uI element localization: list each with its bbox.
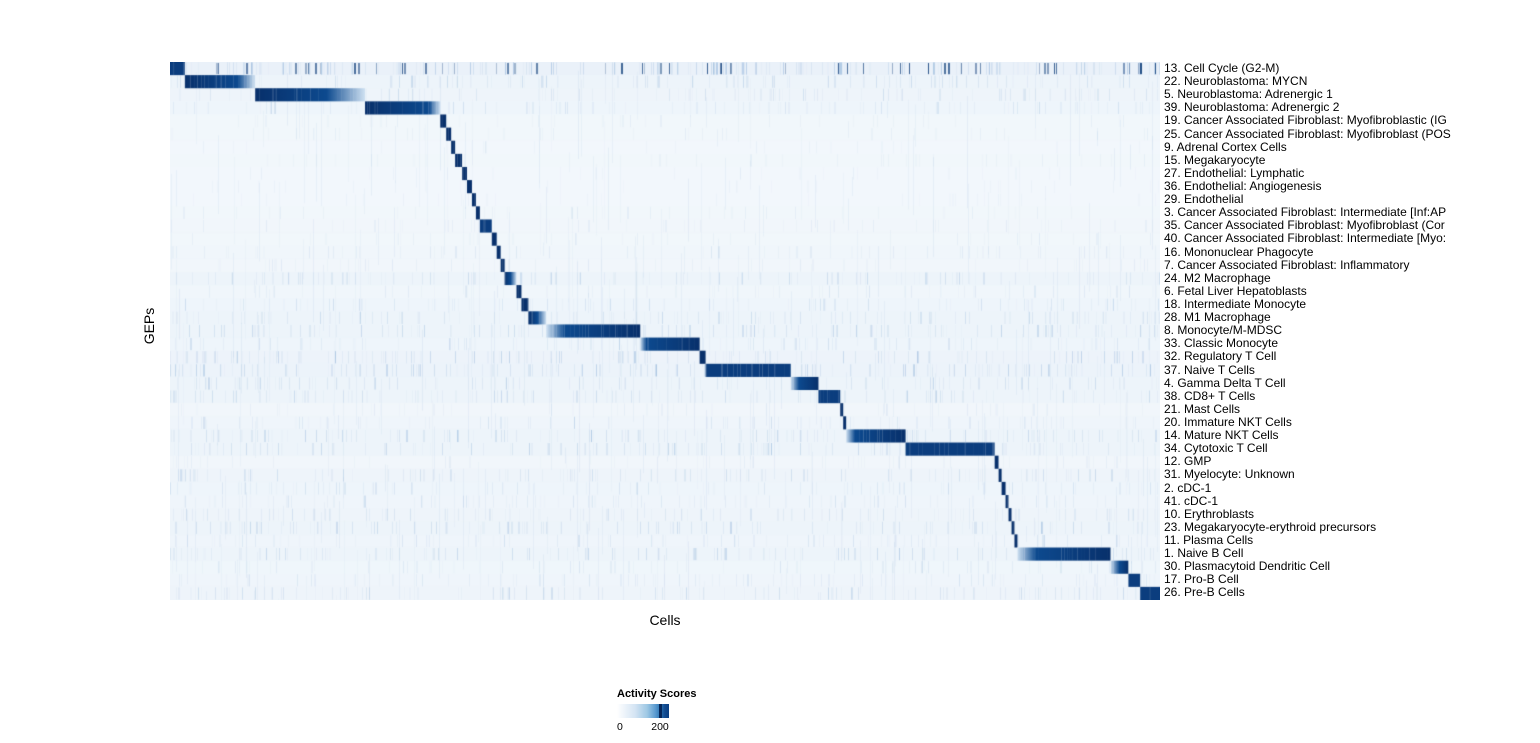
x-axis-label: Cells: [649, 612, 681, 628]
row-label: 26. Pre-B Cells: [1164, 585, 1245, 600]
row-label: 29. Endothelial: [1164, 192, 1244, 207]
row-label: 40. Cancer Associated Fibroblast: Interm…: [1164, 231, 1447, 246]
legend-min-label: 0: [617, 721, 623, 733]
row-label: 20. Immature NKT Cells: [1164, 414, 1292, 429]
legend-max-tick: [659, 704, 662, 718]
row-label: 1. Naive B Cell: [1164, 546, 1244, 561]
legend-title: Activity Scores: [617, 688, 697, 700]
y-axis-label: GEPs: [141, 307, 157, 345]
row-label: 39. Neuroblastoma: Adrenergic 2: [1164, 100, 1340, 115]
row-label: 5. Neuroblastoma: Adrenergic 1: [1164, 87, 1333, 102]
row-label: 14. Mature NKT Cells: [1164, 428, 1279, 443]
row-label: 22. Neuroblastoma: MYCN: [1164, 74, 1308, 89]
row-label: 37. Naive T Cells: [1164, 362, 1255, 377]
row-label: 10. Erythroblasts: [1164, 506, 1255, 521]
row-label: 6. Fetal Liver Hepatoblasts: [1164, 283, 1307, 298]
row-label: 30. Plasmacytoid Dendritic Cell: [1164, 559, 1331, 574]
row-label: 24. M2 Macrophage: [1164, 270, 1271, 285]
row-label: 9. Adrenal Cortex Cells: [1164, 139, 1287, 154]
row-label: 36. Endothelial: Angiogenesis: [1164, 178, 1322, 193]
row-label: 32. Regulatory T Cell: [1164, 349, 1277, 364]
row-label: 7. Cancer Associated Fibroblast: Inflamm…: [1164, 257, 1410, 272]
row-label: 17. Pro-B Cell: [1164, 572, 1239, 587]
row-label: 18. Intermediate Monocyte: [1164, 296, 1307, 311]
row-label: 2. cDC-1: [1164, 480, 1212, 495]
row-label: 33. Classic Monocyte: [1164, 336, 1279, 351]
row-label: 4. Gamma Delta T Cell: [1164, 375, 1286, 390]
row-label: 8. Monocyte/M-MDSC: [1164, 323, 1283, 338]
row-label: 19. Cancer Associated Fibroblast: Myofib…: [1164, 113, 1447, 128]
row-label: 3. Cancer Associated Fibroblast: Interme…: [1164, 205, 1447, 220]
row-label: 21. Mast Cells: [1164, 401, 1241, 416]
row-label: 34. Cytotoxic T Cell: [1164, 441, 1268, 456]
row-label: 15. Megakaryocyte: [1164, 152, 1266, 167]
row-labels: 13. Cell Cycle (G2-M) 22. Neuroblastoma: …: [1164, 62, 1540, 600]
row-label: 23. Megakaryocyte-erythroid precursors: [1164, 519, 1377, 534]
legend-max-label: 200: [651, 721, 669, 733]
legend: Activity Scores 0 200: [617, 688, 757, 733]
row-label: 11. Plasma Cells: [1164, 532, 1254, 547]
row-label: 41. cDC-1: [1164, 493, 1219, 508]
heatmap-canvas: [170, 62, 1160, 600]
row-label: 13. Cell Cycle (G2-M): [1164, 62, 1280, 75]
row-label: 35. Cancer Associated Fibroblast: Myofib…: [1164, 218, 1445, 233]
row-label: 31. Myelocyte: Unknown: [1164, 467, 1295, 482]
row-label: 38. CD8+ T Cells: [1164, 388, 1256, 403]
row-label: 28. M1 Macrophage: [1164, 310, 1271, 325]
legend-colorbar: [617, 704, 669, 718]
legend-tick-labels: 0 200: [617, 721, 677, 733]
row-label: 25. Cancer Associated Fibroblast: Myofib…: [1164, 126, 1451, 141]
row-label: 12. GMP: [1164, 454, 1212, 469]
row-label: 16. Mononuclear Phagocyte: [1164, 244, 1314, 259]
row-label: 27. Endothelial: Lymphatic: [1164, 165, 1305, 180]
